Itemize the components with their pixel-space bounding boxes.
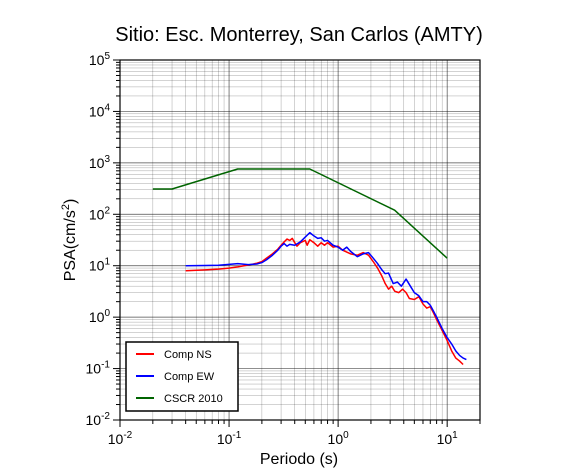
x-tick-label: 10-1 — [217, 430, 242, 447]
y-axis-label-superscript: 2 — [60, 204, 72, 210]
y-tick-label: 105 — [89, 51, 111, 68]
x-tick-label: 10-2 — [108, 430, 133, 447]
y-tick-label: 100 — [89, 308, 111, 325]
legend-label-comp-ns: Comp NS — [164, 349, 212, 361]
chart-title: Sitio: Esc. Monterrey, San Carlos (AMTY) — [115, 24, 483, 46]
y-axis-label-main: PSA(cm/s — [62, 210, 79, 281]
y-tick-label: 104 — [89, 102, 111, 119]
y-axis-label: PSA(cm/s2) — [60, 199, 79, 282]
x-tick-label: 100 — [328, 430, 350, 447]
series-line-comp-ew — [185, 231, 467, 361]
plot-frame — [119, 59, 481, 421]
y-tick-label: 101 — [89, 257, 111, 274]
y-tick-label: 102 — [89, 205, 111, 222]
legend-label-comp-ew: Comp EW — [164, 371, 215, 383]
y-tick-label: 103 — [89, 154, 111, 171]
x-tick-label: 101 — [437, 430, 459, 447]
series-layer — [152, 168, 467, 366]
series-line-cscr-2010 — [152, 168, 448, 259]
y-tick-label: 10-2 — [86, 411, 111, 428]
axis-ticks: 10-2 10-1 100 101 10-2 10-1 100 101 102 103 104 105 — [86, 51, 481, 447]
x-axis-label: Periodo (s) — [260, 451, 338, 468]
y-axis-label-close: ) — [62, 199, 79, 204]
legend: Comp NS Comp EW CSCR 2010 — [125, 341, 239, 412]
y-tick-label: 10-1 — [86, 360, 111, 377]
legend-label-cscr-2010: CSCR 2010 — [164, 393, 223, 405]
